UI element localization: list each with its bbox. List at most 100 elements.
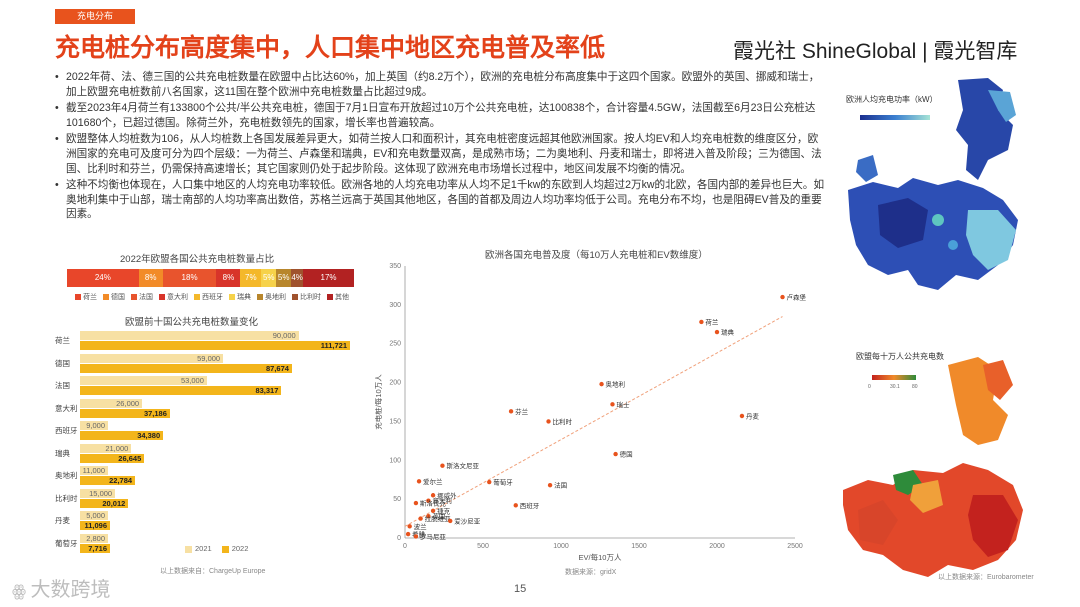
scatter-point xyxy=(739,413,745,419)
legend-label: 法国 xyxy=(139,294,153,301)
bar-2021: 15,000 xyxy=(80,488,116,498)
bar-2022: 34,380 xyxy=(80,431,164,440)
share-segment: 8% xyxy=(216,269,241,287)
share-bar: 24% 8% 18% 8% 7% 5% 5% 4% 17% xyxy=(67,269,354,287)
scatter-point xyxy=(416,479,422,484)
scatter-point xyxy=(513,503,518,508)
share-segment: 5% xyxy=(276,269,292,287)
bar-2021: 53,000 xyxy=(80,376,207,385)
scatter-point xyxy=(610,402,615,407)
bar-label: 意大利 xyxy=(55,403,78,413)
point-label: 挪威外 xyxy=(437,491,457,500)
legend-swatch xyxy=(131,294,137,300)
x-tick-label: 1000 xyxy=(553,543,569,550)
y-tick-label: 0 xyxy=(397,535,401,542)
x-tick-label: 2000 xyxy=(709,543,725,550)
bar-row: 意大利 26,000 37,186 xyxy=(55,398,360,421)
uk-shape xyxy=(856,155,878,182)
bar-2021: 5,000 xyxy=(80,511,108,520)
point-label: 爱沙尼亚 xyxy=(454,517,481,525)
bar-label: 奥地利 xyxy=(55,471,78,480)
point-label: 波兰 xyxy=(414,522,428,531)
legend-swatch xyxy=(103,294,109,300)
point-label: 捷克 xyxy=(437,506,451,515)
legend-swatch xyxy=(75,294,81,300)
scatter-point xyxy=(407,524,412,529)
point-label: 丹麦 xyxy=(746,411,760,420)
bar-2022: 11,096 xyxy=(80,521,110,530)
germany-shape xyxy=(910,480,943,513)
scatter-point xyxy=(699,319,704,325)
watermark-icon: ꙮ xyxy=(12,583,31,600)
legend-swatch xyxy=(159,294,165,300)
bar-row: 德国 59,000 87,674 xyxy=(55,353,360,376)
finland-shape xyxy=(988,90,1016,122)
x-tick-label: 1500 xyxy=(631,543,647,550)
share-segment: 8% xyxy=(138,269,163,287)
scatter-point xyxy=(613,451,618,457)
scatter-chart: 0 500 1000 1500 2000 2500 0 50 100 150 200 250 300 35… xyxy=(375,263,807,562)
map-source: 以上数据来源：Eurobarometer xyxy=(938,574,1034,581)
map-chargers: 欧盟每十万人公共充电数 0 30.1 80 以上数据来源：Eurobaromet… xyxy=(838,345,1034,585)
y-axis-label: 充电桩/每10万人 xyxy=(375,374,383,430)
bar-2021: 9,000 xyxy=(80,421,108,430)
legend-item: 瑞典 xyxy=(229,292,251,302)
page-title: 充电桩分布高度集中，人口集中地区充电普及率低 xyxy=(55,34,606,62)
share-legend: 荷兰 德国 法国 意大利 西班牙 瑞典 奥地利 比利时 其他 xyxy=(75,292,355,302)
point-label: 意大利 xyxy=(432,496,452,505)
scatter-point xyxy=(426,514,431,519)
bar-label: 瑞典 xyxy=(55,448,70,458)
bar-row: 荷兰 90,000 111,721 xyxy=(55,330,360,353)
east-region-shape xyxy=(968,495,1018,557)
scatter-point xyxy=(413,500,419,506)
legend-swatch xyxy=(327,294,333,300)
point-label: 西班牙 xyxy=(520,501,540,510)
share-chart-title: 2022年欧盟各国公共充电桩数量占比 xyxy=(120,254,275,265)
bullet-item: 这种不均衡也体现在，人口集中地区的人均充电功率较低。欧洲各地的人均充电功率从人均… xyxy=(55,178,825,222)
bar-2022: 26,645 xyxy=(80,453,145,463)
brand-logo: 霞光社 ShineGlobal | 霞光智库 xyxy=(733,40,1018,63)
point-label: 法国 xyxy=(554,481,567,490)
bar-row: 丹麦 5,000 11,096 xyxy=(55,510,360,533)
legend-item: 德国 xyxy=(103,292,125,302)
bar-2021: 2,800 xyxy=(80,533,108,543)
scatter-point xyxy=(714,329,720,335)
point-label: 拉脱维亚 xyxy=(425,514,452,523)
scale-label: 30.1 xyxy=(890,384,900,390)
bar-label: 比利时 xyxy=(55,493,78,503)
point-label: 瑞典 xyxy=(721,328,735,337)
bar-source: 以上数据来自：ChargeUp Europe xyxy=(160,568,266,575)
bar-label: 丹麦 xyxy=(55,516,70,525)
bar-row: 奥地利 11,000 22,784 xyxy=(55,465,360,488)
scatter-point xyxy=(546,419,551,424)
point-label: 斯洛伐克 xyxy=(420,499,447,508)
share-segment: 4% xyxy=(291,269,304,287)
bar-2022: 83,317 xyxy=(80,386,282,395)
legend-label: 比利时 xyxy=(300,294,321,301)
point-label: 奥地利 xyxy=(606,380,626,389)
legend-swatch xyxy=(194,294,200,300)
bar-2021: 21,000 xyxy=(80,443,132,453)
trend-line xyxy=(404,316,783,527)
scatter-point xyxy=(440,463,445,468)
bar-chart: 荷兰 90,000 111,721 德国 59,000 87,674 法国 53,000 83,… xyxy=(55,330,360,555)
bar-2021: 26,000 xyxy=(80,398,143,408)
legend-swatch xyxy=(292,294,298,300)
bar-chart-title: 欧盟前十国公共充电桩数量变化 xyxy=(125,317,259,328)
map-chargers-title: 欧盟每十万人公共充电数 xyxy=(856,351,944,361)
point-label: 瑞士 xyxy=(616,400,630,409)
point-label: 芬兰 xyxy=(515,407,529,416)
legend-swatch xyxy=(229,294,235,300)
scatter-title: 欧洲各国充电普及度（每10万人充电桩和EV数维度） xyxy=(485,250,708,261)
x-tick-label: 2500 xyxy=(787,543,803,550)
y-tick-label: 150 xyxy=(389,418,401,425)
map-power-title: 欧洲人均充电功率（kW） xyxy=(846,94,938,104)
region-dot xyxy=(948,240,958,250)
bar-label: 荷兰 xyxy=(55,336,70,345)
region-dot xyxy=(932,214,944,226)
legend-item: 西班牙 xyxy=(194,292,223,302)
share-segment: 7% xyxy=(240,269,262,287)
france-shape xyxy=(858,500,898,545)
scale-label: 80 xyxy=(912,384,918,390)
bar-row: 葡萄牙 2,800 7,716 xyxy=(55,533,360,556)
